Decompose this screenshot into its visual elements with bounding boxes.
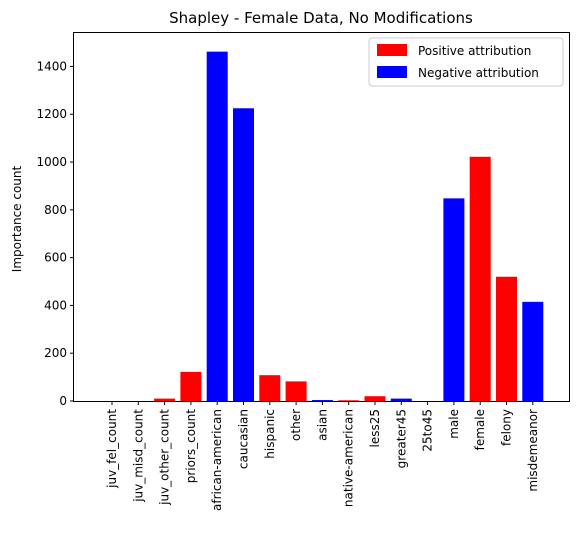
- x-tick-label: less25: [368, 409, 382, 448]
- bar-female: [469, 156, 491, 401]
- x-tick-label: other: [289, 409, 303, 441]
- x-tick-label: greater45: [394, 409, 408, 468]
- x-axis: juv_fel_count juv_misd_count juv_other_cou…: [105, 401, 540, 511]
- x-tick-label: priors_count: [184, 409, 198, 484]
- chart-title: Shapley - Female Data, No Modifications: [169, 9, 473, 27]
- bar-felony: [496, 276, 517, 401]
- x-tick-label: asian: [315, 409, 329, 441]
- bar-native-american: [338, 400, 360, 401]
- x-tick-label: hispanic: [263, 409, 277, 459]
- bar-juv_other_count: [154, 398, 176, 401]
- x-tick-label: misdemeanor: [526, 409, 540, 492]
- bar-misdemeanor: [522, 301, 544, 401]
- y-tick-label: 1200: [36, 107, 67, 121]
- y-tick-label: 400: [44, 298, 67, 312]
- bar-african-american: [206, 51, 228, 401]
- y-axis: 0 200 400 600 800 1000 1200 1400: [36, 59, 74, 408]
- y-tick-label: 600: [44, 251, 67, 265]
- bar-male: [443, 198, 465, 401]
- legend: Positive attribution Negative attributio…: [368, 37, 564, 87]
- x-tick-label: juv_misd_count: [131, 409, 145, 503]
- bars-group: [154, 51, 544, 401]
- x-tick-label: female: [473, 409, 487, 450]
- legend-label-negative: Negative attribution: [418, 66, 539, 80]
- x-tick-label: caucasian: [237, 409, 251, 469]
- bar-caucasian: [233, 108, 254, 401]
- y-tick-label: 200: [44, 346, 67, 360]
- bar-asian: [311, 400, 333, 401]
- y-axis-label: Importance count: [10, 165, 24, 272]
- y-tick-label: 0: [59, 394, 67, 408]
- legend-swatch-negative: [377, 66, 407, 78]
- x-tick-label: native-american: [342, 409, 356, 507]
- y-tick-label: 1000: [36, 155, 67, 169]
- x-tick-label: juv_other_count: [158, 409, 172, 506]
- bar-less25: [364, 396, 386, 401]
- plot-frame: [73, 32, 570, 402]
- x-tick-label: african-american: [210, 409, 224, 511]
- bar-other: [285, 381, 307, 401]
- x-tick-label: felony: [500, 409, 514, 446]
- x-tick-label: 25to45: [421, 409, 435, 452]
- legend-swatch-positive: [377, 44, 407, 56]
- bar-priors_count: [180, 371, 202, 401]
- x-tick-label: male: [447, 409, 461, 439]
- y-tick-label: 800: [44, 203, 67, 217]
- y-tick-label: 1400: [36, 59, 67, 73]
- bar-greater45: [390, 398, 412, 401]
- x-tick-label: juv_fel_count: [105, 409, 119, 489]
- bar-hispanic: [259, 375, 281, 401]
- legend-label-positive: Positive attribution: [418, 44, 531, 58]
- legend-frame: [368, 37, 564, 87]
